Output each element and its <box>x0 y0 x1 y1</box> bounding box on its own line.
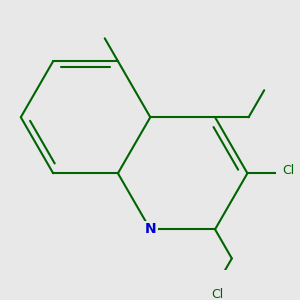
Text: Cl: Cl <box>282 164 295 177</box>
Text: Cl: Cl <box>211 288 224 300</box>
Text: N: N <box>145 222 156 236</box>
